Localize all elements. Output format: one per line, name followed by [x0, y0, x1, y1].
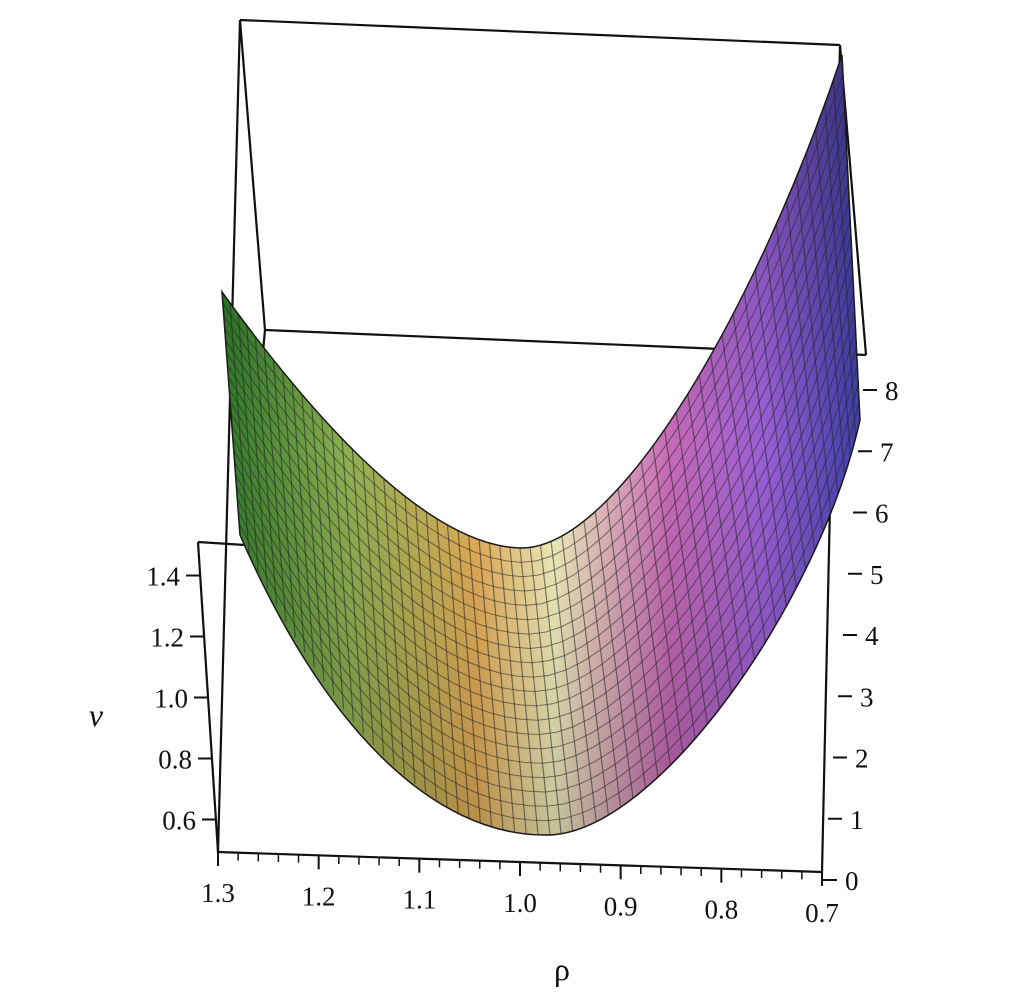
- z-tick-label: 0: [845, 866, 859, 896]
- z-tick-label: 1: [850, 805, 864, 835]
- mesh-line: [229, 219, 851, 678]
- mesh-line: [222, 73, 844, 563]
- mesh-line: [237, 383, 859, 807]
- v-tick-label: 1.4: [146, 562, 180, 592]
- mesh-line: [234, 310, 856, 750]
- rho-axis: 1.3 1.2 1.1 1.0 0.9 0.8 0.7: [201, 852, 839, 928]
- mesh-line: [235, 346, 857, 779]
- rho-tick-label: 0.8: [704, 895, 738, 925]
- z-tick-label: 5: [870, 560, 884, 590]
- z-tick-label: 3: [860, 682, 874, 712]
- rho-tick-label: 0.7: [805, 898, 839, 928]
- mesh-line: [235, 328, 856, 764]
- v-tick-label: 1.0: [154, 684, 188, 714]
- rho-tick-label: 1.3: [201, 878, 235, 908]
- mesh-line: [228, 200, 850, 664]
- v-tick-label: 1.2: [150, 623, 184, 653]
- z-tick-label: 8: [885, 376, 899, 406]
- mesh-line: [225, 127, 847, 606]
- z-tick-label: 6: [875, 499, 889, 529]
- rho-tick-label: 1.0: [503, 888, 537, 918]
- z-axis: 0 1 2 3 4 5 6 7 8: [823, 376, 899, 896]
- v-tick-label: 0.6: [162, 806, 196, 836]
- rho-tick-label: 1.2: [302, 881, 336, 911]
- mesh-line: [224, 109, 846, 592]
- z-tick-label: 7: [880, 437, 894, 467]
- mesh-line: [223, 91, 845, 578]
- surface-mesh: [221, 54, 861, 836]
- mesh-line: [226, 164, 848, 635]
- mesh-line: [238, 401, 860, 822]
- rho-tick-label: 0.9: [604, 891, 638, 921]
- mesh-line: [232, 273, 854, 721]
- mesh-line: [226, 146, 847, 621]
- z-tick-label: 4: [865, 621, 879, 651]
- mesh-line: [231, 255, 853, 707]
- rho-axis-title: ρ: [554, 951, 570, 987]
- mesh-line: [236, 365, 858, 793]
- mesh-line: [230, 237, 852, 693]
- mesh-line: [233, 292, 855, 736]
- rho-tick-label: 1.1: [402, 885, 436, 915]
- v-tick-label: 0.8: [158, 745, 192, 775]
- v-axis: 1.4 1.2 1.0 0.8 0.6: [146, 562, 216, 836]
- mesh-line: [227, 182, 849, 650]
- z-tick-label: 2: [855, 744, 869, 774]
- v-axis-title: v: [89, 697, 104, 733]
